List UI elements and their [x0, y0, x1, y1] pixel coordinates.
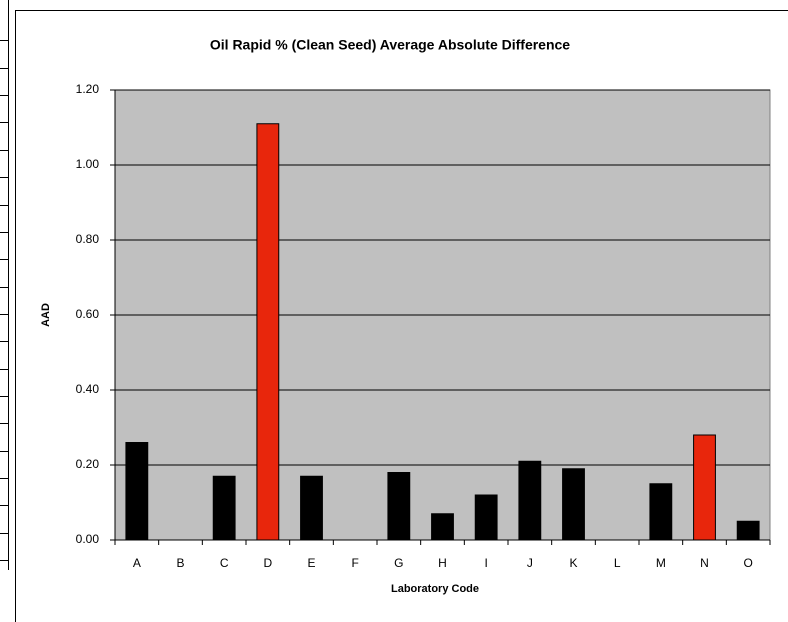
bar [125, 442, 149, 541]
y-axis-label: AAD [40, 303, 52, 327]
bar [212, 475, 236, 541]
y-tick-label: 0.60 [76, 307, 100, 321]
x-tick-label: G [394, 556, 403, 570]
x-tick-label: M [656, 556, 666, 570]
y-tick-label: 1.00 [76, 157, 100, 171]
x-tick-label: F [351, 556, 358, 570]
x-tick-label: D [263, 556, 272, 570]
y-tick-label: 0.00 [76, 532, 100, 546]
bar [693, 434, 716, 541]
x-tick-label: N [700, 556, 709, 570]
x-tick-label: B [176, 556, 184, 570]
x-tick-label: L [614, 556, 621, 570]
bar [562, 468, 585, 541]
bar [649, 483, 673, 541]
bar [387, 472, 411, 541]
bar [736, 520, 760, 541]
x-tick-label: E [307, 556, 315, 570]
x-tick-label: A [133, 556, 141, 570]
y-tick-label: 0.80 [76, 232, 100, 246]
bar [474, 494, 498, 541]
y-tick-label: 0.40 [76, 382, 100, 396]
bar [431, 513, 454, 541]
x-tick-label: C [220, 556, 229, 570]
chart-title: Oil Rapid % (Clean Seed) Average Absolut… [210, 37, 570, 53]
x-axis-label: Laboratory Code [391, 583, 479, 595]
x-tick-label: J [527, 556, 533, 570]
bar [256, 123, 280, 541]
y-tick-label: 0.20 [76, 457, 100, 471]
x-tick-label: K [569, 556, 577, 570]
bar [300, 475, 323, 541]
x-tick-label: I [484, 556, 487, 570]
x-tick-label: O [743, 556, 752, 570]
bar [518, 460, 542, 541]
y-tick-label: 1.20 [76, 82, 100, 96]
x-tick-label: H [438, 556, 447, 570]
